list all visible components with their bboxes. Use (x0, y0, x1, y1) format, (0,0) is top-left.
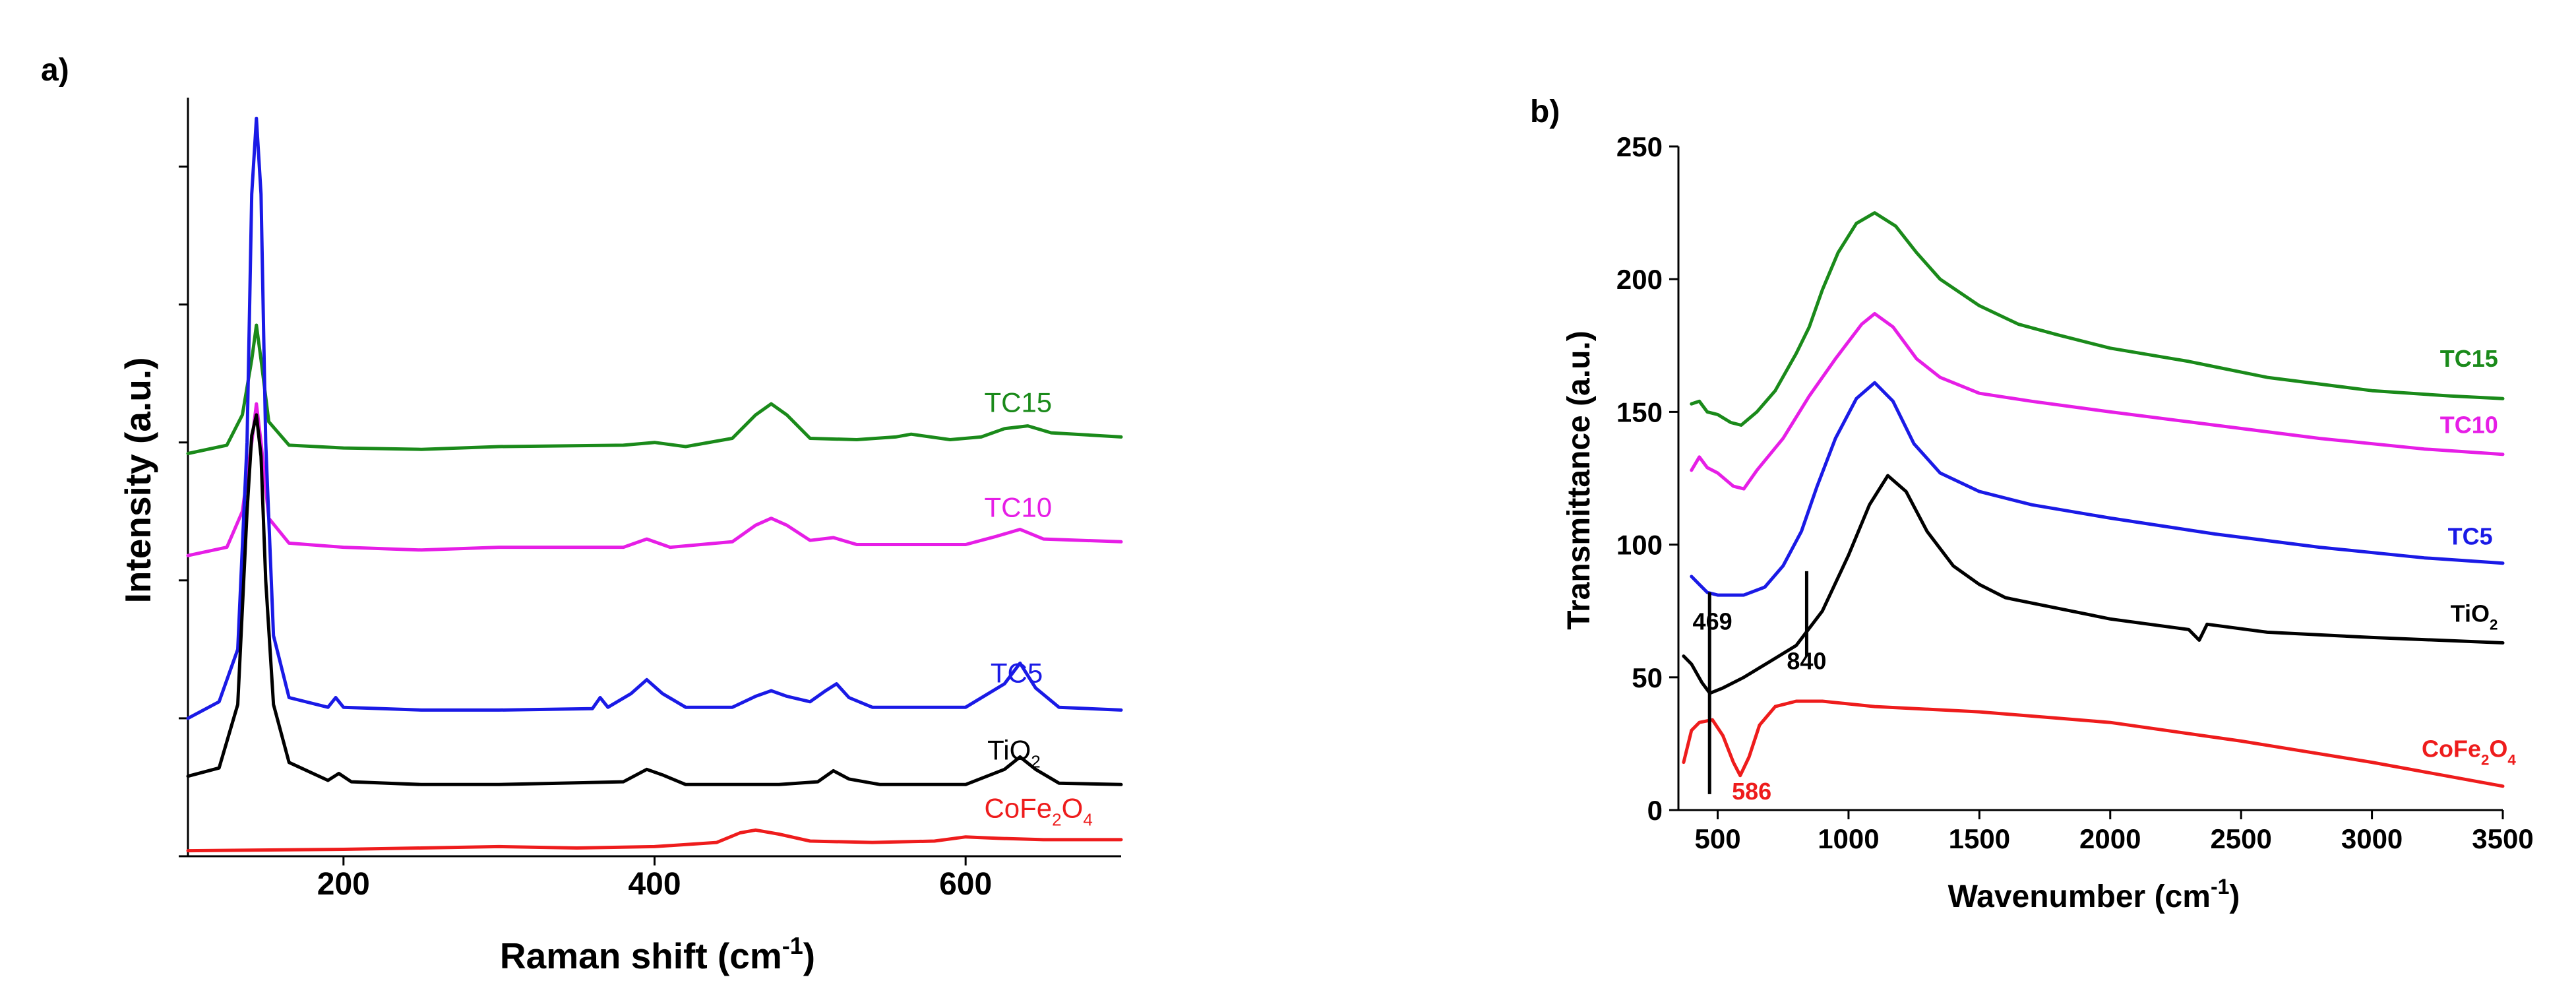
panel-a-x-axis-label: Raman shift (cm-1) (500, 932, 815, 976)
panel-b-x-tick-label: 500 (1694, 823, 1740, 854)
panel-a-series (186, 116, 1123, 853)
panel-b-annotations: 469 840 586 (1693, 608, 1827, 805)
panel-b-series-label-TC10: TC10 (2440, 412, 2498, 439)
panel-a-series-label-subscript: 4 (1083, 809, 1092, 829)
panel-a-series-label-text: TC15 (984, 387, 1052, 418)
panel-b: b) 500 1000 1500 2000 2500 3000 3500 0 50 100 150 2… (1530, 94, 2534, 914)
panel-b-series-label-text: TC10 (2440, 412, 2498, 439)
panel-a-x-axis-label-superscript: -1 (782, 932, 803, 959)
panel-b-peak-annotation: 586 (1732, 778, 1771, 805)
panel-a-x-axis-label-main: Raman shift (cm (500, 935, 782, 976)
panel-b-y-tick-label: 150 (1616, 396, 1663, 427)
panel-b-axes: 500 1000 1500 2000 2500 3000 3500 0 50 100 150 200 2… (1616, 131, 2534, 854)
panel-a-line-TC10 (186, 402, 1123, 557)
panel-a-series-label-TC15: TC15 (984, 387, 1052, 418)
panel-b-marker-lines (1707, 571, 1808, 794)
panel-b-series-label-subscript: 4 (2507, 752, 2516, 769)
panel-b-x-tick-label: 1000 (1818, 823, 1879, 854)
panel-a-x-tick-label: 600 (939, 867, 992, 902)
panel-a-x-axis-label-close: ) (803, 935, 815, 976)
panel-b-line-TC5 (1690, 381, 2505, 597)
panel-a-series-label-subscript: 2 (1031, 752, 1040, 772)
panel-b-peak-annotation: 469 (1693, 608, 1733, 635)
panel-a-series-label-text: TC10 (984, 492, 1052, 523)
panel-b-series-label-TC15: TC15 (2440, 345, 2498, 372)
panel-a-axes: 200 400 600 (179, 98, 1121, 902)
panel-b-label: b) (1530, 94, 1560, 129)
panel-b-x-axis-label-main: Wavenumber (cm (1948, 879, 2211, 914)
panel-a-series-label-text: CoFe (984, 792, 1052, 823)
panel-b-series-label-text: TC15 (2440, 345, 2498, 372)
panel-a-label: a) (41, 53, 69, 88)
panel-a-x-tick-label: 200 (317, 867, 370, 902)
panel-b-line-TC10 (1690, 312, 2505, 491)
panel-b-y-tick-label: 250 (1616, 131, 1663, 162)
panel-a-series-label-text: O (1062, 792, 1084, 823)
panel-b-series-label-CoFe2O4: CoFe2O4 (2422, 736, 2516, 769)
panel-b-series-label-text: O (2489, 736, 2507, 763)
panel-a-series-label-TC10: TC10 (984, 492, 1052, 523)
panel-a-line-TC15 (186, 323, 1123, 455)
panel-a-series-label-TC5: TC5 (991, 658, 1043, 689)
panel-b-line-TiO2 (1682, 474, 2505, 695)
panel-b-line-TC15 (1690, 211, 2505, 427)
panel-a-series-label-TiO2: TiO2 (987, 735, 1041, 772)
panel-b-x-axis-label-superscript: -1 (2211, 875, 2229, 898)
panel-b-series (1682, 211, 2505, 788)
panel-a-line-TiO2 (186, 413, 1123, 786)
panel-a-series-label-subscript: 2 (1052, 809, 1061, 829)
panel-b-series-label-subscript: 2 (2490, 616, 2498, 633)
panel-b-x-axis-label-close: ) (2229, 879, 2240, 914)
panel-b-series-label-text: TC5 (2448, 523, 2493, 550)
panel-b-line-CoFe2O4 (1682, 699, 2505, 788)
panel-b-y-tick-label: 50 (1632, 662, 1663, 693)
panel-a-y-axis-label: Intensity (a.u.) (117, 358, 158, 604)
panel-b-peak-annotation: 840 (1787, 648, 1826, 675)
panel-a-series-label-text: TiO (987, 735, 1031, 766)
panel-b-series-label-subscript: 2 (2481, 752, 2489, 769)
panel-b-x-tick-label: 2500 (2210, 823, 2271, 854)
panel-b-x-tick-label: 2000 (2079, 823, 2141, 854)
panel-b-x-tick-label: 3500 (2472, 823, 2533, 854)
panel-a-series-label-text: TC5 (991, 658, 1043, 689)
panel-b-x-tick-label: 3000 (2341, 823, 2403, 854)
panel-a-line-TC5 (186, 116, 1123, 720)
panel-a-line-CoFe2O4 (186, 828, 1123, 853)
panel-b-x-tick-label: 1500 (1949, 823, 2010, 854)
panel-b-series-label-text: TiO (2451, 600, 2490, 627)
panel-a-series-label-CoFe2O4: CoFe2O4 (984, 792, 1092, 829)
panel-b-y-tick-label: 200 (1616, 264, 1663, 295)
panel-b-y-tick-label: 100 (1616, 530, 1663, 561)
panel-b-series-label-TC5: TC5 (2448, 523, 2493, 550)
panel-b-y-tick-label: 0 (1647, 795, 1663, 826)
panel-b-series-label-TiO2: TiO2 (2451, 600, 2498, 633)
panel-b-y-axis-label: Transmittance (a.u.) (1562, 330, 1597, 629)
panel-a-x-tick-label: 400 (628, 867, 681, 902)
panel-b-x-axis-label: Wavenumber (cm-1) (1948, 875, 2240, 914)
panel-b-series-label-text: CoFe (2422, 736, 2481, 763)
